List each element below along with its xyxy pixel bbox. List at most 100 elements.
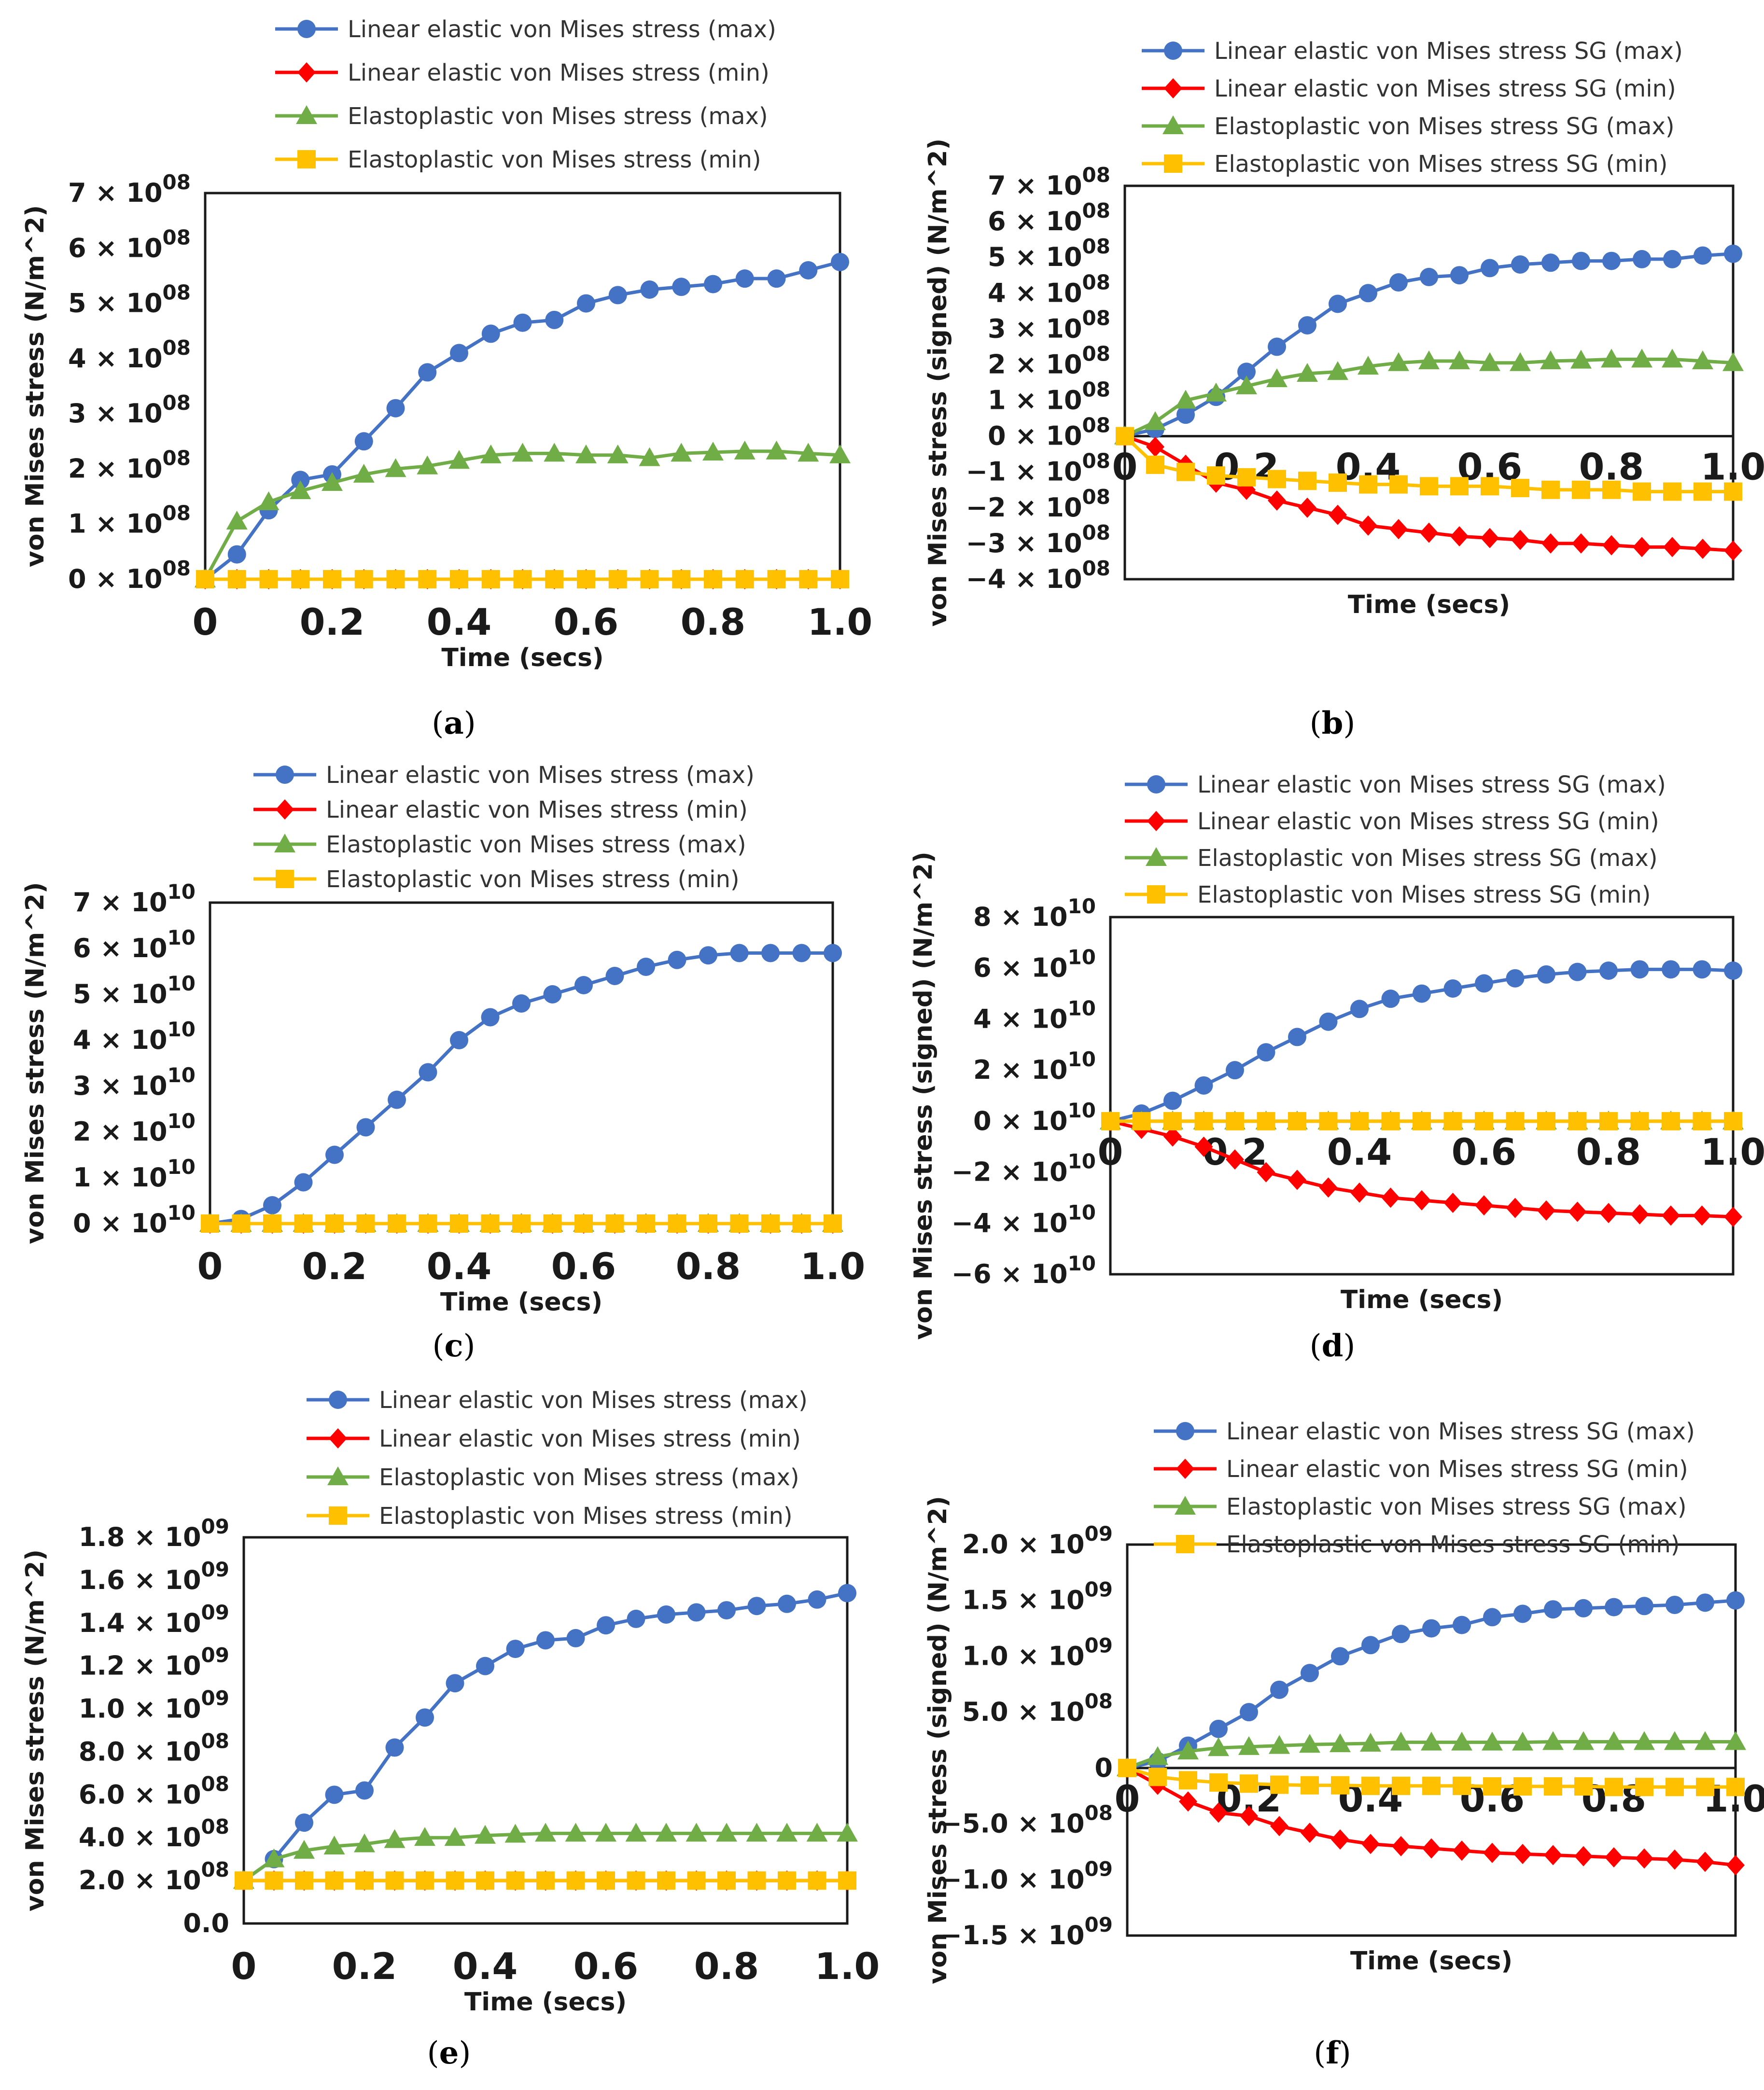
data-point <box>294 1839 315 1859</box>
data-point <box>776 1823 798 1842</box>
data-point <box>227 570 246 588</box>
data-point <box>446 1871 464 1890</box>
x-tick-label: 0.6 <box>551 1245 616 1288</box>
data-point <box>1301 1664 1319 1683</box>
y-tick-label: 7 × 1008 <box>68 170 191 208</box>
data-point <box>1540 350 1561 370</box>
data-point <box>1361 1834 1380 1854</box>
y-tick-label: 1 × 1008 <box>988 378 1110 416</box>
x-tick-label: 0.6 <box>1452 1130 1517 1173</box>
data-point <box>291 570 310 588</box>
data-point <box>575 444 597 463</box>
y-tick-label: −5.0 × 1008 <box>940 1801 1113 1839</box>
data-point <box>686 1823 707 1842</box>
x-axis-title: Time (secs) <box>464 1988 627 2017</box>
data-point <box>1226 1149 1244 1170</box>
data-point <box>1544 1600 1562 1619</box>
data-point <box>837 1823 858 1842</box>
data-point <box>1194 1076 1213 1095</box>
data-point <box>702 442 724 461</box>
data-point <box>704 275 722 293</box>
data-point <box>1449 350 1470 370</box>
data-point <box>1541 480 1560 499</box>
data-point <box>386 570 405 588</box>
y-tick-label: 5 × 1008 <box>68 281 191 319</box>
data-point <box>1662 960 1680 979</box>
y-tick-label: 3 × 1008 <box>988 306 1110 344</box>
data-point <box>1662 348 1683 368</box>
y-tick-label: 6 × 1008 <box>988 199 1110 237</box>
data-point <box>699 1214 717 1233</box>
y-tick-label: 8 × 1010 <box>973 894 1096 932</box>
legend-marker <box>1147 885 1165 904</box>
x-tick-label: 0 <box>1098 1130 1123 1173</box>
legend-label: Linear elastic von Mises stress SG (min) <box>1197 808 1659 835</box>
data-point <box>1209 1773 1228 1792</box>
legend-entry: Elastoplastic von Mises stress (max) <box>253 831 746 858</box>
data-point <box>1297 362 1318 382</box>
data-point <box>657 1871 675 1890</box>
data-point <box>325 1214 344 1233</box>
data-point <box>1443 979 1462 998</box>
data-point <box>201 1214 219 1233</box>
data-point <box>1422 1838 1441 1859</box>
y-tick-label: −4 × 1008 <box>966 557 1110 594</box>
data-point <box>1663 537 1681 557</box>
data-point <box>1237 468 1256 487</box>
y-axis-title: von Mises stress (signed) (N/m^2) <box>924 139 952 627</box>
data-point <box>1602 251 1621 270</box>
data-point <box>838 1584 856 1602</box>
data-point <box>1506 1198 1525 1218</box>
y-tick-label: 5 × 1010 <box>73 972 196 1009</box>
data-point <box>761 944 780 962</box>
data-point <box>1270 1775 1288 1794</box>
data-point <box>1350 1112 1369 1130</box>
y-tick-label: 1.8 × 1009 <box>79 1515 229 1552</box>
data-point <box>1506 969 1525 988</box>
data-point <box>1268 470 1286 488</box>
data-point <box>322 472 343 491</box>
data-point <box>1361 1776 1380 1795</box>
data-point <box>1270 1680 1288 1699</box>
data-point <box>1350 1000 1369 1018</box>
x-tick-label: 0 <box>1115 1777 1140 1820</box>
data-point <box>1663 250 1681 268</box>
data-point <box>545 310 564 329</box>
data-point <box>799 261 818 279</box>
data-point <box>356 1118 375 1137</box>
y-tick-label: 4 × 1008 <box>988 270 1110 308</box>
data-point <box>1268 337 1286 356</box>
legend-label: Linear elastic von Mises stress SG (min) <box>1214 75 1676 102</box>
data-point <box>824 1214 842 1233</box>
data-point <box>1176 462 1195 481</box>
y-tick-label: 1 × 1010 <box>73 1155 196 1193</box>
data-point <box>1481 477 1499 496</box>
y-tick-label: 2.0 × 1009 <box>962 1522 1113 1560</box>
panel-caption: (d) <box>1310 1328 1356 1364</box>
data-point <box>1692 350 1713 370</box>
data-point <box>504 1824 526 1843</box>
data-point <box>476 1871 494 1890</box>
data-point <box>1331 1776 1349 1795</box>
data-point <box>1392 1625 1410 1644</box>
y-tick-label: 1.4 × 1009 <box>79 1601 229 1638</box>
data-point <box>1381 989 1400 1008</box>
data-point <box>1301 1823 1319 1843</box>
data-point <box>1599 1112 1618 1130</box>
data-point <box>1666 1778 1684 1797</box>
y-tick-label: 5.0 × 1008 <box>962 1689 1113 1727</box>
data-point <box>687 1603 706 1622</box>
data-point <box>799 570 818 588</box>
data-point <box>767 269 786 288</box>
data-point <box>1601 348 1622 368</box>
data-point <box>640 570 659 588</box>
data-point <box>1605 1598 1623 1616</box>
data-point <box>1605 1847 1623 1867</box>
y-tick-label: 6 × 1008 <box>68 225 191 263</box>
y-tick-label: 6.0 × 1008 <box>79 1772 229 1810</box>
data-point <box>1118 1758 1136 1777</box>
data-point <box>1288 1112 1306 1130</box>
data-point <box>574 1214 593 1233</box>
legend-label: Linear elastic von Mises stress (max) <box>348 16 776 43</box>
data-point <box>1389 519 1408 540</box>
